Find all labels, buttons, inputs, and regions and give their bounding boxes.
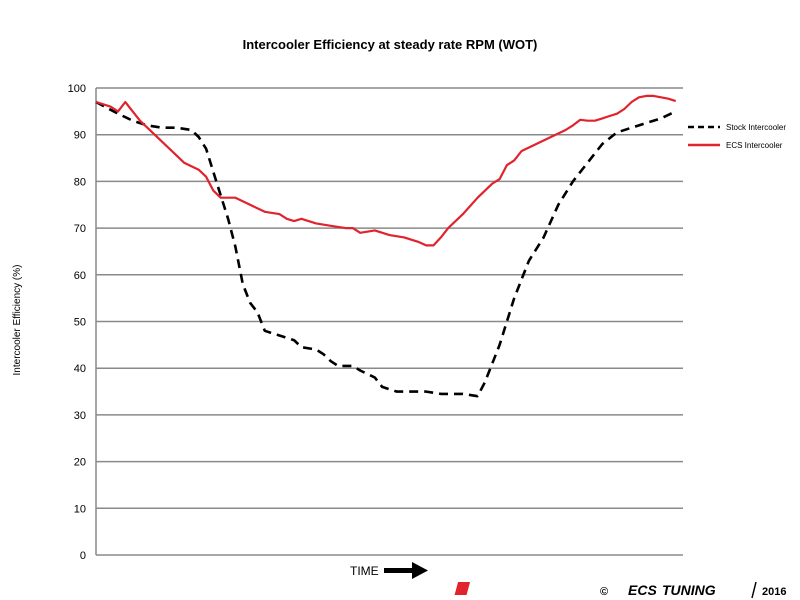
y-tick-label-30: 30 xyxy=(74,410,86,422)
y-tick-label-80: 80 xyxy=(74,176,86,188)
copyright-symbol: © xyxy=(600,586,608,598)
y-tick-label-90: 90 xyxy=(74,130,86,142)
time-arrow-icon xyxy=(384,562,428,579)
y-tick-label-40: 40 xyxy=(74,363,86,375)
series-layer xyxy=(95,94,677,398)
logo-brand-suffix: TUNING xyxy=(662,582,716,598)
y-tick-label-20: 20 xyxy=(74,457,86,469)
chart-title: Intercooler Efficiency at steady rate RP… xyxy=(243,37,538,52)
legend: Stock Intercooler ECS Intercooler xyxy=(688,123,786,150)
y-tick-label-50: 50 xyxy=(74,317,86,329)
y-axis-label: Intercooler Efficiency (%) xyxy=(12,265,23,376)
y-tick-label-70: 70 xyxy=(74,223,86,235)
y-tick-labels: 0 10 20 30 40 50 60 70 80 90 100 xyxy=(68,83,86,562)
logo-brand-text: ECS xyxy=(628,582,657,598)
y-tick-label-60: 60 xyxy=(74,270,86,282)
x-axis-label: TIME xyxy=(350,564,379,578)
legend-label-ecs: ECS Intercooler xyxy=(726,141,783,150)
ecs-tuning-logo: © ECS TUNING 2016 xyxy=(454,581,786,599)
logo-year: 2016 xyxy=(762,586,786,598)
legend-label-stock: Stock Intercooler xyxy=(726,123,786,132)
y-tick-label-10: 10 xyxy=(74,503,86,515)
logo-divider xyxy=(751,581,757,599)
y-tick-label-100: 100 xyxy=(68,83,86,95)
gridlines xyxy=(95,87,683,556)
series-line-ecs-intercooler xyxy=(95,94,677,247)
series-line-stock-intercooler xyxy=(95,100,677,398)
logo-red-mark-icon xyxy=(454,582,471,595)
y-tick-label-0: 0 xyxy=(80,550,86,562)
